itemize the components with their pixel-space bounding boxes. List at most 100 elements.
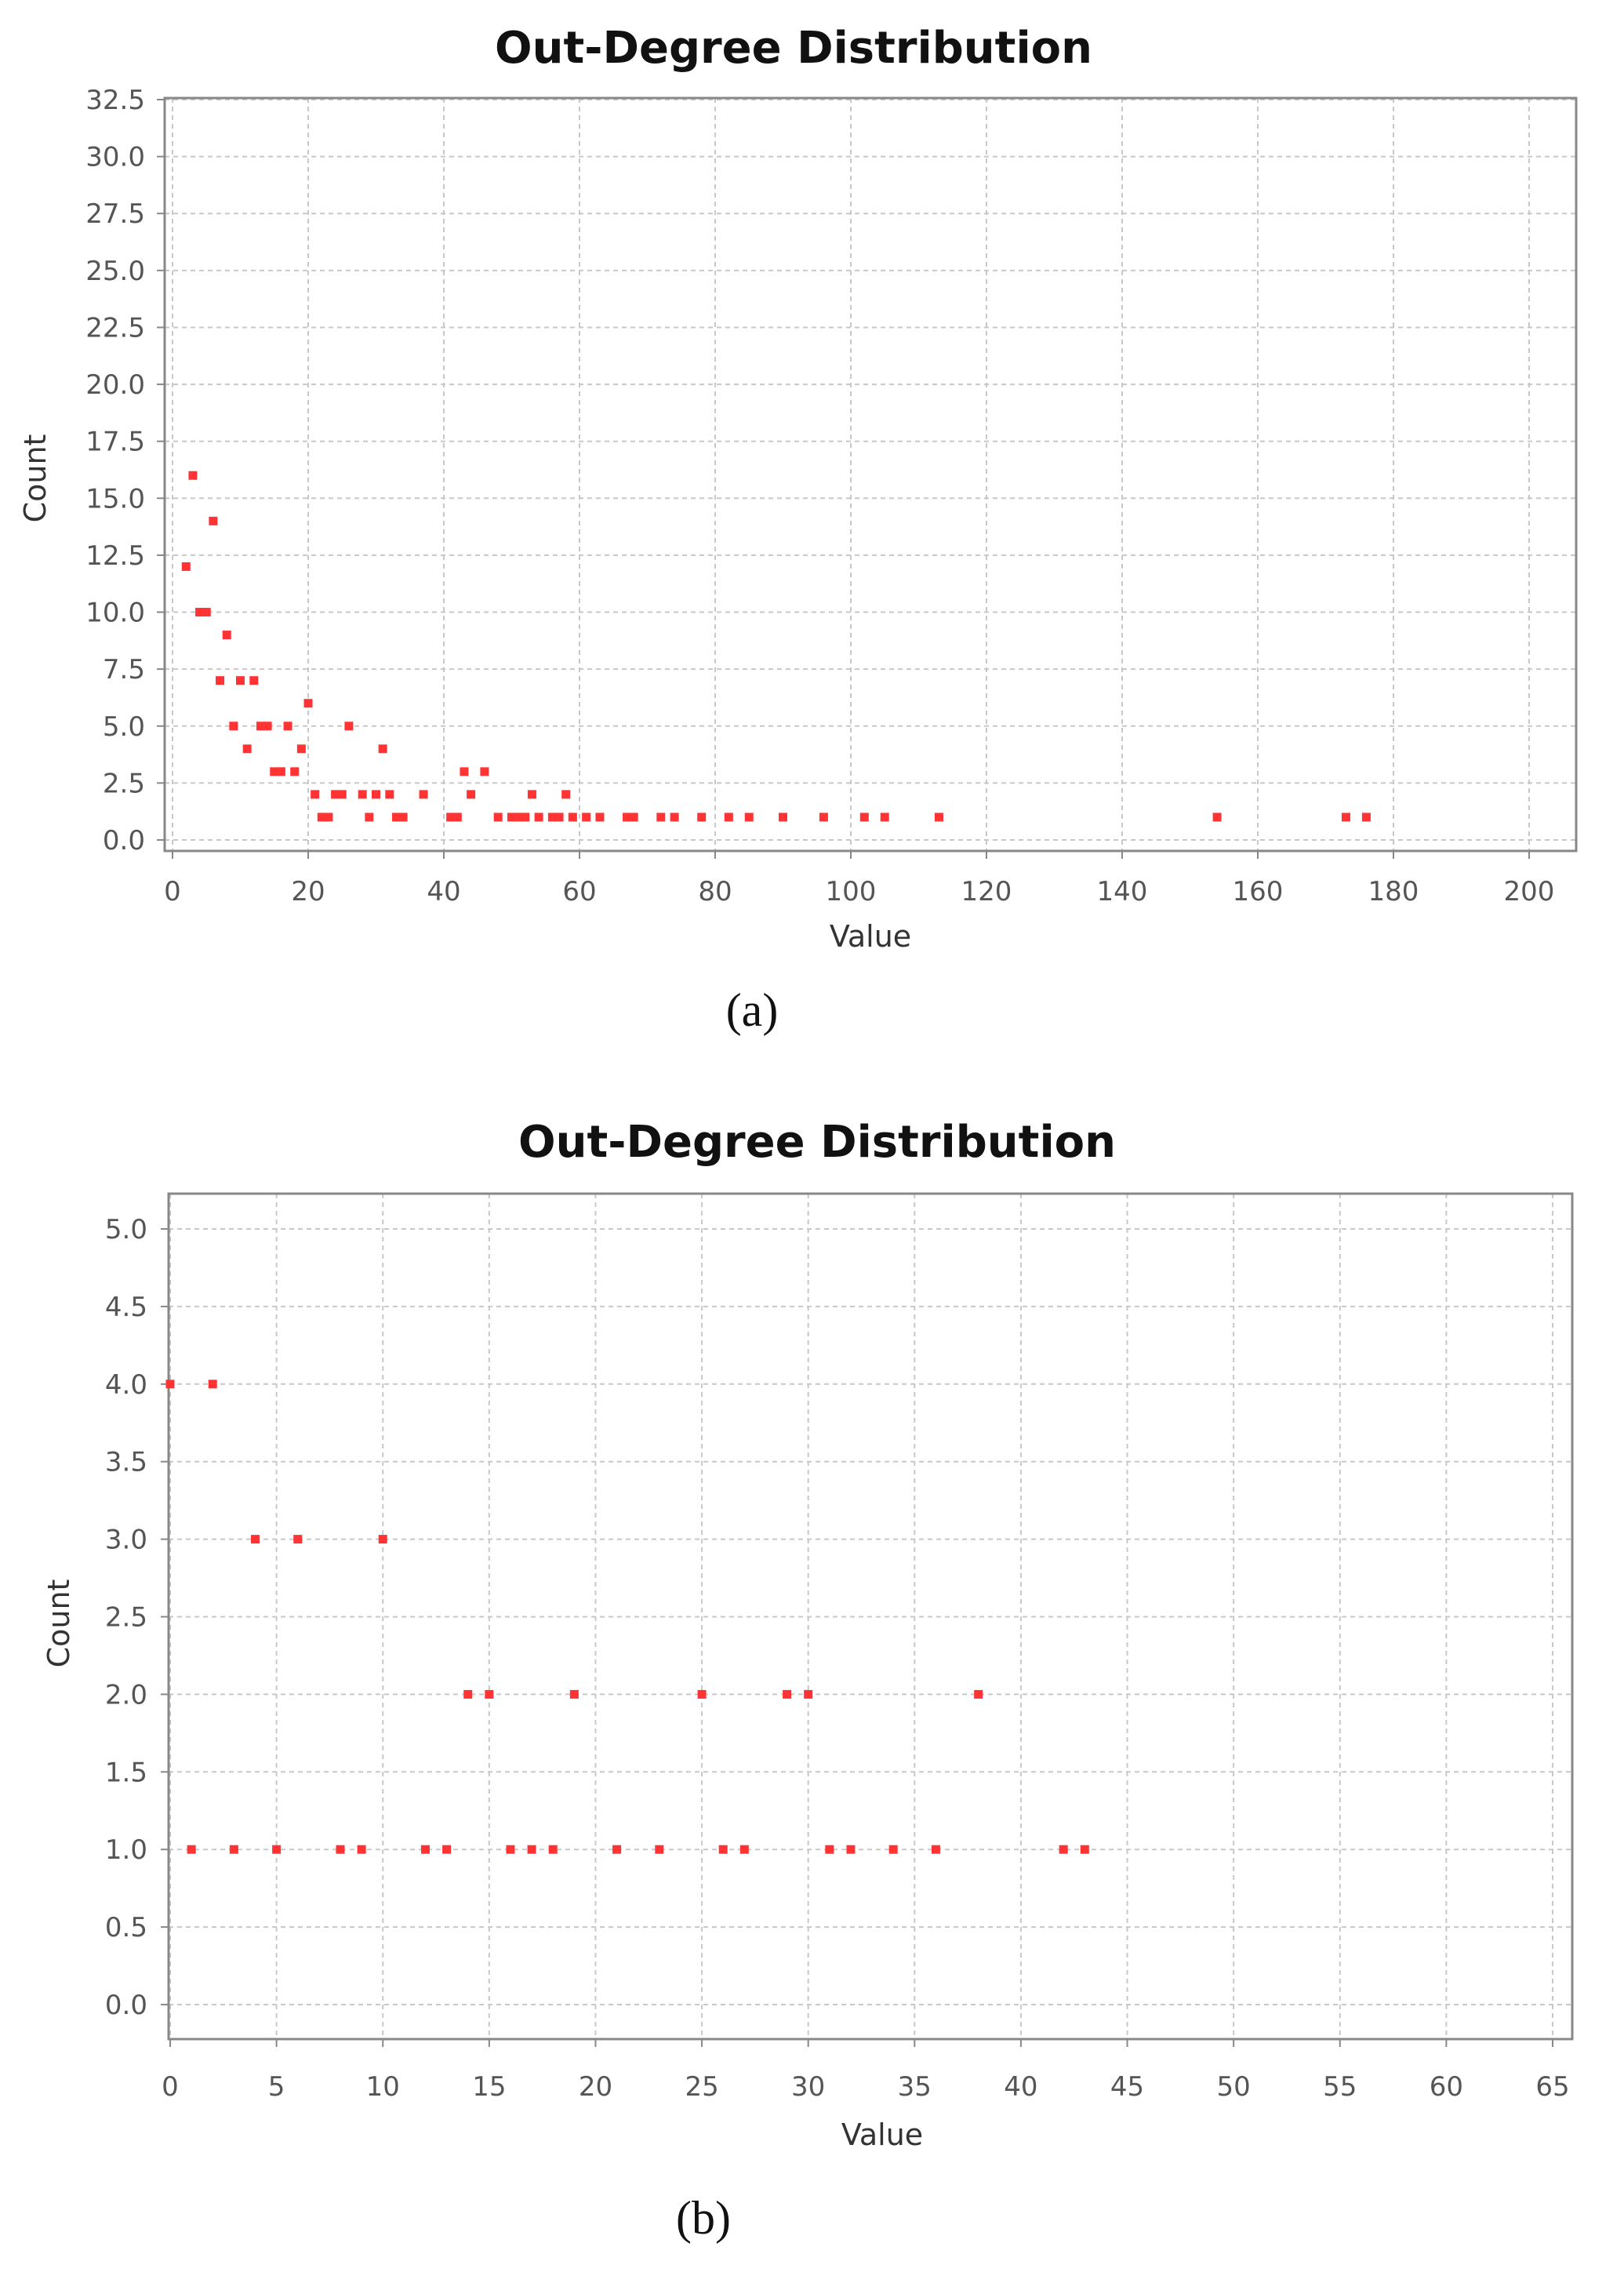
chart-a-data-point (256, 722, 265, 731)
chart-b-data-point (293, 1535, 303, 1544)
chart-a-data-point (398, 813, 408, 822)
chart-a-data-point (568, 813, 577, 822)
chart-b-data-point (974, 1689, 983, 1699)
chart-a-data-point (744, 813, 754, 822)
chart-a-data-point (1341, 813, 1350, 822)
chart-a-data-point (419, 790, 428, 799)
chart-a-data-point (188, 471, 198, 480)
chart-b-data-point (612, 1845, 622, 1854)
chart-a: Out-Degree Distribution 0.0 2.5 5.0 7.5 10.0… (18, 23, 1578, 1036)
chart-a-x-tick-label: 40 (427, 876, 460, 907)
chart-a-data-point (859, 813, 869, 822)
chart-a-data-point (270, 767, 279, 776)
chart-b-y-tick-label: 4.0 (105, 1369, 147, 1401)
chart-a-data-point (656, 813, 666, 822)
chart-b-y-tick-label: 1.0 (105, 1834, 147, 1866)
chart-a-data-point (595, 813, 605, 822)
chart-a-data-point (467, 790, 476, 799)
chart-a-data-point (331, 790, 340, 799)
chart-a-data-point (521, 813, 530, 822)
chart-b-y-tick-labels: 0.0 0.5 1.0 1.5 2.0 2.5 3.0 3.5 4.0 4.5 5.0 (105, 1214, 169, 2021)
chart-b-x-tick-label: 65 (1535, 2071, 1569, 2103)
chart-a-data-point (582, 813, 591, 822)
chart-b-x-tick-labels: 0 5 10 15 20 25 30 35 40 45 50 55 60 65 (162, 2039, 1570, 2103)
chart-b-y-gridlines (169, 1228, 1572, 2005)
chart-a-y-axis-label: Count (18, 434, 53, 523)
chart-b-x-tick-label: 30 (791, 2071, 825, 2103)
chart-b-y-tick-label: 1.5 (105, 1757, 147, 1788)
chart-a-y-tick-label: 22.5 (85, 312, 145, 344)
chart-a-data-point (283, 722, 292, 731)
chart-b-data-point (463, 1689, 473, 1699)
chart-b-data-point (187, 1845, 196, 1854)
chart-a-y-tick-label: 5.0 (103, 711, 145, 743)
chart-b-x-tick-label: 5 (268, 2071, 285, 2103)
chart-b-title: Out-Degree Distribution (518, 1117, 1116, 1168)
chart-a-x-tick-label: 100 (826, 876, 877, 907)
chart-b-y-tick-label: 2.5 (105, 1602, 147, 1634)
chart-b-x-gridlines (169, 1194, 1553, 2039)
chart-b-y-tick-label: 4.5 (105, 1292, 147, 1323)
chart-b-data-point (165, 1380, 175, 1389)
chart-b-data-point (569, 1689, 579, 1699)
chart-b-data-point (506, 1845, 515, 1854)
chart-a-data-point (819, 813, 828, 822)
chart-a-data-point (276, 767, 285, 776)
chart-a-data-point (365, 813, 374, 822)
chart-b-x-tick-label: 15 (472, 2071, 506, 2103)
chart-a-data-point (1361, 813, 1371, 822)
chart-a-title: Out-Degree Distribution (495, 23, 1092, 74)
chart-a-y-tick-label: 27.5 (85, 198, 145, 230)
chart-b-data-point (336, 1845, 345, 1854)
chart-a-data-point (452, 813, 462, 822)
chart-b-data-point (442, 1845, 452, 1854)
chart-b-x-tick-label: 0 (162, 2071, 179, 2103)
chart-a-data-point (242, 744, 252, 754)
chart-a-y-tick-label: 25.0 (85, 256, 145, 287)
chart-b-y-tick-label: 3.0 (105, 1525, 147, 1556)
chart-a-data-point (236, 676, 245, 685)
chart-b-data-point (250, 1535, 260, 1544)
chart-a-data-point (724, 813, 733, 822)
chart-b-data-point (485, 1689, 494, 1699)
chart-a-data-point (629, 813, 638, 822)
chart-a-data-point (249, 676, 259, 685)
chart-a-y-gridlines (165, 99, 1576, 841)
chart-a-data-point (385, 790, 394, 799)
chart-a-y-tick-label: 0.0 (103, 825, 145, 856)
chart-b-data-point (420, 1845, 430, 1854)
chart-a-data-point (209, 516, 218, 525)
chart-a-x-tick-label: 140 (1097, 876, 1148, 907)
chart-b-data-point (718, 1845, 728, 1854)
chart-b-y-tick-label: 0.5 (105, 1912, 147, 1943)
chart-b-data-point (1059, 1845, 1068, 1854)
chart-a-data-point (527, 790, 536, 799)
chart-a-data-point (202, 608, 211, 617)
chart-b-data-point (208, 1380, 217, 1389)
chart-a-x-tick-labels: 0 20 40 60 80 100 120 140 160 180 200 (164, 851, 1554, 907)
chart-a-data-point (296, 744, 306, 754)
chart-b-caption: (b) (676, 2192, 731, 2244)
chart-b-data-point (229, 1845, 238, 1854)
chart-b-data-point (846, 1845, 856, 1854)
chart-b-x-tick-label: 25 (685, 2071, 718, 2103)
chart-a-data-point (181, 562, 191, 571)
chart-b-data-point (783, 1689, 792, 1699)
chart-b-data-points (165, 1380, 1089, 1854)
chart-a-x-axis-label: Value (830, 919, 911, 954)
chart-b: Out-Degree Distribution 0.0 0.5 1.0 1.5 2.0 2… (42, 1117, 1574, 2244)
chart-b-data-point (931, 1845, 940, 1854)
chart-b-data-point (825, 1845, 834, 1854)
chart-a-caption: (a) (726, 984, 779, 1036)
chart-a-data-point (561, 790, 571, 799)
chart-a-y-tick-label: 12.5 (85, 540, 145, 572)
chart-a-data-point (195, 608, 205, 617)
chart-b-y-tick-label: 5.0 (105, 1214, 147, 1245)
chart-a-data-point (344, 722, 354, 731)
chart-a-y-tick-label: 15.0 (85, 483, 145, 514)
chart-a-data-point (623, 813, 632, 822)
chart-a-x-tick-label: 80 (698, 876, 732, 907)
chart-a-data-point (1212, 813, 1222, 822)
chart-a-y-tick-label: 7.5 (103, 654, 145, 685)
